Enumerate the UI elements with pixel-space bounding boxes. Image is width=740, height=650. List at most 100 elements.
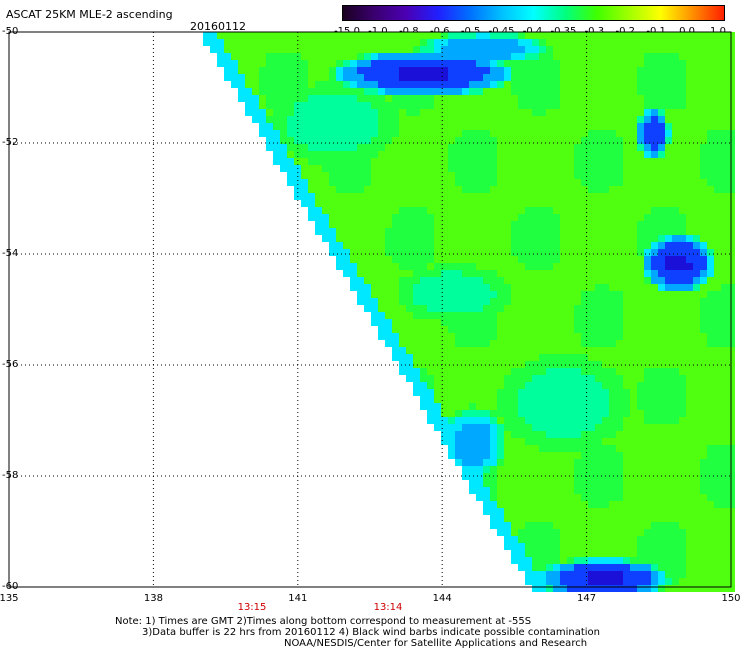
data-cell: [525, 263, 532, 270]
data-cell: [686, 88, 693, 95]
data-cell: [462, 137, 469, 144]
data-cell: [441, 389, 448, 396]
data-cell: [378, 256, 385, 263]
data-cell: [658, 39, 665, 46]
data-cell: [329, 53, 336, 60]
data-cell: [553, 277, 560, 284]
data-cell: [455, 291, 462, 298]
data-cell: [707, 382, 714, 389]
data-cell: [322, 53, 329, 60]
data-cell: [644, 298, 651, 305]
data-cell: [427, 326, 434, 333]
data-cell: [721, 172, 728, 179]
data-cell: [546, 515, 553, 522]
data-cell: [588, 193, 595, 200]
data-cell: [532, 249, 539, 256]
data-cell: [672, 389, 679, 396]
data-cell: [511, 214, 518, 221]
data-cell: [644, 214, 651, 221]
data-cell: [581, 340, 588, 347]
data-cell: [434, 368, 441, 375]
data-cell: [511, 550, 518, 557]
data-cell: [476, 312, 483, 319]
data-cell: [273, 39, 280, 46]
data-cell: [406, 333, 413, 340]
data-cell: [525, 333, 532, 340]
data-cell: [714, 389, 721, 396]
data-cell: [441, 354, 448, 361]
data-cell: [448, 88, 455, 95]
data-cell: [630, 228, 637, 235]
data-cell: [518, 186, 525, 193]
data-cell: [546, 291, 553, 298]
data-cell: [665, 263, 672, 270]
data-cell: [483, 151, 490, 158]
data-cell: [392, 284, 399, 291]
data-cell: [231, 53, 238, 60]
data-cell: [343, 123, 350, 130]
data-cell: [651, 53, 658, 60]
data-cell: [637, 60, 644, 67]
data-cell: [609, 466, 616, 473]
data-cell: [560, 228, 567, 235]
data-cell: [707, 522, 714, 529]
data-cell: [378, 144, 385, 151]
data-cell: [385, 151, 392, 158]
data-cell: [525, 340, 532, 347]
data-cell: [308, 193, 315, 200]
data-cell: [350, 186, 357, 193]
data-cell: [420, 396, 427, 403]
data-cell: [700, 522, 707, 529]
data-cell: [462, 396, 469, 403]
data-cell: [392, 95, 399, 102]
data-cell: [546, 543, 553, 550]
data-cell: [483, 256, 490, 263]
data-cell: [567, 102, 574, 109]
data-cell: [658, 585, 665, 592]
data-cell: [532, 235, 539, 242]
data-cell: [665, 473, 672, 480]
data-cell: [679, 354, 686, 361]
data-cell: [483, 67, 490, 74]
data-cell: [588, 396, 595, 403]
data-cell: [560, 291, 567, 298]
data-cell: [637, 403, 644, 410]
data-cell: [567, 165, 574, 172]
data-cell: [700, 459, 707, 466]
data-cell: [224, 39, 231, 46]
data-cell: [672, 277, 679, 284]
data-cell: [329, 32, 336, 39]
data-cell: [721, 165, 728, 172]
data-cell: [315, 137, 322, 144]
data-cell: [721, 39, 728, 46]
data-cell: [532, 368, 539, 375]
data-cell: [511, 424, 518, 431]
data-cell: [455, 221, 462, 228]
data-cell: [280, 67, 287, 74]
data-cell: [455, 137, 462, 144]
data-cell: [546, 270, 553, 277]
data-cell: [623, 326, 630, 333]
data-cell: [672, 130, 679, 137]
data-cell: [581, 60, 588, 67]
data-cell: [518, 221, 525, 228]
data-cell: [441, 347, 448, 354]
data-cell: [651, 396, 658, 403]
data-cell: [595, 305, 602, 312]
data-cell: [546, 221, 553, 228]
data-cell: [707, 39, 714, 46]
data-cell: [490, 221, 497, 228]
data-cell: [476, 389, 483, 396]
data-cell: [630, 305, 637, 312]
data-cell: [399, 151, 406, 158]
data-cell: [455, 312, 462, 319]
data-cell: [476, 53, 483, 60]
data-cell: [672, 39, 679, 46]
data-cell: [399, 361, 406, 368]
data-cell: [644, 53, 651, 60]
data-cell: [700, 403, 707, 410]
data-cell: [644, 487, 651, 494]
data-cell: [294, 144, 301, 151]
data-cell: [322, 207, 329, 214]
data-cell: [504, 445, 511, 452]
